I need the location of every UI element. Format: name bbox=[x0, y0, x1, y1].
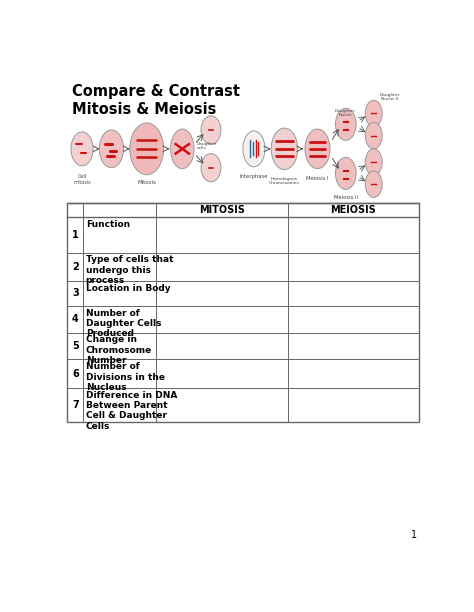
Text: Number of
Daughter Cells
Produced: Number of Daughter Cells Produced bbox=[86, 308, 161, 338]
Text: 2: 2 bbox=[72, 262, 79, 272]
Ellipse shape bbox=[305, 129, 330, 169]
Text: 1: 1 bbox=[411, 530, 418, 540]
Text: 1: 1 bbox=[72, 230, 79, 240]
Ellipse shape bbox=[336, 108, 356, 140]
Text: Daughter
cells: Daughter cells bbox=[197, 142, 218, 150]
Text: 5: 5 bbox=[72, 341, 79, 351]
Ellipse shape bbox=[365, 171, 382, 198]
Ellipse shape bbox=[365, 149, 382, 175]
Ellipse shape bbox=[365, 122, 382, 149]
Bar bbox=[67, 203, 419, 422]
Ellipse shape bbox=[336, 157, 356, 189]
Text: Homologous
Chromosomes: Homologous Chromosomes bbox=[269, 177, 300, 185]
Text: 6: 6 bbox=[72, 368, 79, 379]
Ellipse shape bbox=[171, 129, 194, 169]
Ellipse shape bbox=[201, 154, 221, 182]
Ellipse shape bbox=[99, 130, 124, 168]
Text: Change in
Chromosome
Number: Change in Chromosome Number bbox=[86, 335, 152, 365]
Text: Location in Body: Location in Body bbox=[86, 283, 170, 293]
Text: Mitosis: Mitosis bbox=[137, 181, 156, 185]
Ellipse shape bbox=[271, 128, 298, 170]
Text: 7: 7 bbox=[72, 400, 79, 410]
Text: Difference in DNA
Between Parent
Cell & Daughter
Cells: Difference in DNA Between Parent Cell & … bbox=[86, 390, 177, 431]
Text: Compare & Contrast
Mitosis & Meiosis: Compare & Contrast Mitosis & Meiosis bbox=[72, 84, 240, 117]
Text: 4: 4 bbox=[72, 314, 79, 324]
Ellipse shape bbox=[243, 131, 265, 166]
Text: MEIOSIS: MEIOSIS bbox=[330, 204, 376, 215]
Text: Daughter
Nuclei: Daughter Nuclei bbox=[335, 109, 356, 117]
Text: Meiosis II: Meiosis II bbox=[334, 195, 358, 200]
Text: Cell
mitosis: Cell mitosis bbox=[73, 174, 91, 185]
Ellipse shape bbox=[130, 123, 164, 175]
Text: Number of
Divisions in the
Nucleus: Number of Divisions in the Nucleus bbox=[86, 362, 164, 392]
Text: Meiosis I: Meiosis I bbox=[306, 176, 329, 181]
Text: Function: Function bbox=[86, 220, 130, 228]
Ellipse shape bbox=[201, 116, 221, 144]
Ellipse shape bbox=[365, 100, 382, 127]
Text: MITOSIS: MITOSIS bbox=[199, 204, 245, 215]
Text: Interphase: Interphase bbox=[240, 174, 268, 179]
Text: Daughter
Nuclei II: Daughter Nuclei II bbox=[380, 93, 400, 101]
Text: 3: 3 bbox=[72, 288, 79, 298]
Text: Type of cells that
undergo this
process: Type of cells that undergo this process bbox=[86, 255, 173, 285]
Ellipse shape bbox=[71, 132, 93, 166]
